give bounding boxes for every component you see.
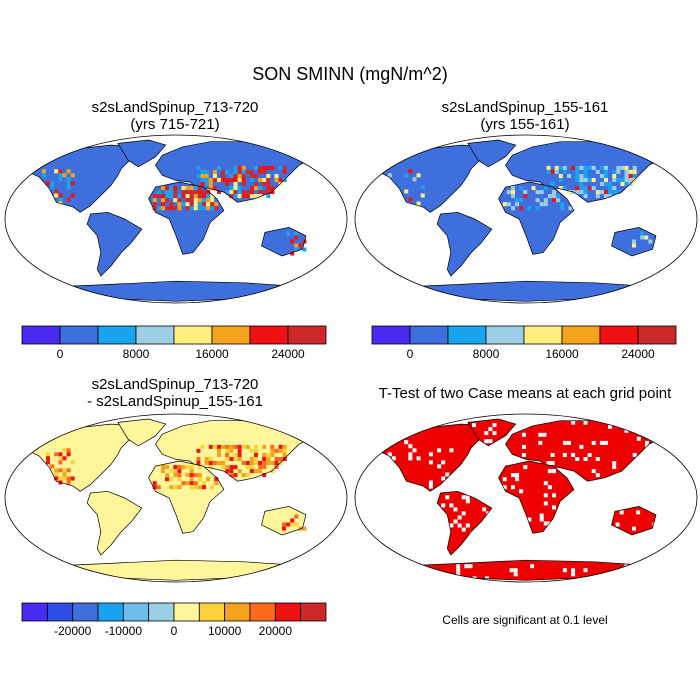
colorbar-panel-3-swatch <box>249 602 276 622</box>
colorbar-panel-3-swatch <box>122 602 150 622</box>
colorbar-panel-1-tick-label: 16000 <box>195 347 229 361</box>
map-frame <box>4 134 348 304</box>
panel-2-title-line2: (yrs 155-161) <box>480 116 570 133</box>
land-antarctica <box>382 281 670 302</box>
colorbar-panel-2-swatch <box>599 325 639 345</box>
colorbar-panel-1-tick-label: 8000 <box>123 347 150 361</box>
colorbar-panel-3-swatch <box>46 602 74 622</box>
land-australia <box>261 506 306 535</box>
map-panel-4-group <box>354 413 698 583</box>
colorbar-panel-3: -20000 -10000 0 10000 20000 <box>21 602 327 638</box>
panel-2-title-line1: s2sLandSpinup_155-161 <box>441 99 609 116</box>
land-samerica <box>87 491 142 556</box>
map-panel-1-group <box>4 134 348 304</box>
colorbar-panel-3-tick-label: -20000 <box>54 624 92 638</box>
land-greenland <box>117 419 166 446</box>
colorbar-panel-2-swatch <box>447 325 487 345</box>
colorbar-panel-1-swatch <box>211 325 251 345</box>
colorbar-panel-3-swatch <box>198 602 226 622</box>
colorbar-panel-3-swatch <box>224 602 251 622</box>
colorbar-panel-3-swatch <box>173 602 200 622</box>
colorbar-panel-3-swatch <box>72 602 99 622</box>
colorbar-panel-2-tick-label: 8000 <box>473 347 500 361</box>
colorbar-panel-2-tick-label: 24000 <box>621 347 655 361</box>
map-frame <box>354 413 698 583</box>
colorbar-panel-2-swatch <box>561 325 601 345</box>
land-namerica <box>25 145 142 213</box>
colorbar-panel-3-tick-label: 0 <box>171 624 178 638</box>
map-panel-3-group <box>4 413 348 583</box>
land-antarctica <box>32 560 320 581</box>
panel-3-title: s2sLandSpinup_713-720 - s2sLandSpinup_15… <box>50 376 300 410</box>
colorbar-panel-2-swatch <box>371 325 411 345</box>
colorbar-panel-1-swatch <box>97 325 137 345</box>
colorbar-panel-2: 0 8000 16000 24000 <box>371 325 677 361</box>
colorbar-panel-1-swatch <box>135 325 175 345</box>
colorbar-panel-3-swatch <box>97 602 124 622</box>
land-antarctica <box>382 560 670 581</box>
land-samerica <box>437 212 492 277</box>
colorbar-panel-2-swatch <box>409 325 449 345</box>
panel-3-title-line1: s2sLandSpinup_713-720 <box>91 376 259 393</box>
panel-4-title-line1: T-Test of two Case means at each grid po… <box>378 385 672 402</box>
panel-3-title-line2: - s2sLandSpinup_155-161 <box>87 393 263 410</box>
ttest-note: Cells are significant at 0.1 level <box>442 613 608 627</box>
colorbar-panel-3-tick-label: 20000 <box>259 624 293 638</box>
land-antarctica <box>32 281 320 302</box>
colorbar-panel-3-tick-label: -10000 <box>105 624 143 638</box>
colorbar-panel-3-swatch <box>300 602 327 622</box>
colorbar-panel-2-swatch <box>523 325 563 345</box>
land-namerica <box>25 424 142 492</box>
colorbar-panel-1-swatch <box>21 325 61 345</box>
figure-title: SON SMINN (mgN/m^2) <box>252 64 448 84</box>
land-africa <box>498 461 574 534</box>
land-samerica <box>87 212 142 277</box>
land-namerica <box>375 145 492 213</box>
colorbar-panel-3-swatch <box>21 602 48 622</box>
colorbar-panel-1: 0 8000 16000 24000 <box>21 325 327 361</box>
colorbar-panel-2-tick-label: 0 <box>407 347 414 361</box>
panel-1-title-line2: (yrs 715-721) <box>130 116 220 133</box>
panel-4-title: T-Test of two Case means at each grid po… <box>355 385 695 402</box>
map-frame <box>4 413 348 583</box>
land-greenland <box>117 140 166 167</box>
colorbar-panel-1-swatch <box>249 325 289 345</box>
colorbar-panel-1-swatch <box>59 325 99 345</box>
colorbar-panel-1-tick-label: 0 <box>57 347 64 361</box>
colorbar-panel-1-swatch <box>173 325 213 345</box>
land-greenland <box>467 419 516 446</box>
land-samerica <box>437 491 492 556</box>
panel-1-title-line1: s2sLandSpinup_713-720 <box>91 99 259 116</box>
map-frame <box>354 134 698 304</box>
colorbar-panel-2-swatch <box>637 325 677 345</box>
colorbar-panel-2-tick-label: 16000 <box>545 347 579 361</box>
colorbar-panel-1-tick-label: 24000 <box>271 347 305 361</box>
map-panel-2-group <box>354 134 698 304</box>
colorbar-panel-2-swatch <box>485 325 525 345</box>
colorbar-panel-3-swatch <box>148 602 175 622</box>
land-africa <box>148 461 224 534</box>
colorbar-panel-3-swatch <box>274 602 302 622</box>
panel-2-title: s2sLandSpinup_155-161 (yrs 155-161) <box>400 99 650 133</box>
panel-1-title: s2sLandSpinup_713-720 (yrs 715-721) <box>50 99 300 133</box>
colorbar-panel-3-tick-label: 10000 <box>208 624 242 638</box>
land-greenland <box>467 140 516 167</box>
colorbar-panel-1-swatch <box>287 325 327 345</box>
